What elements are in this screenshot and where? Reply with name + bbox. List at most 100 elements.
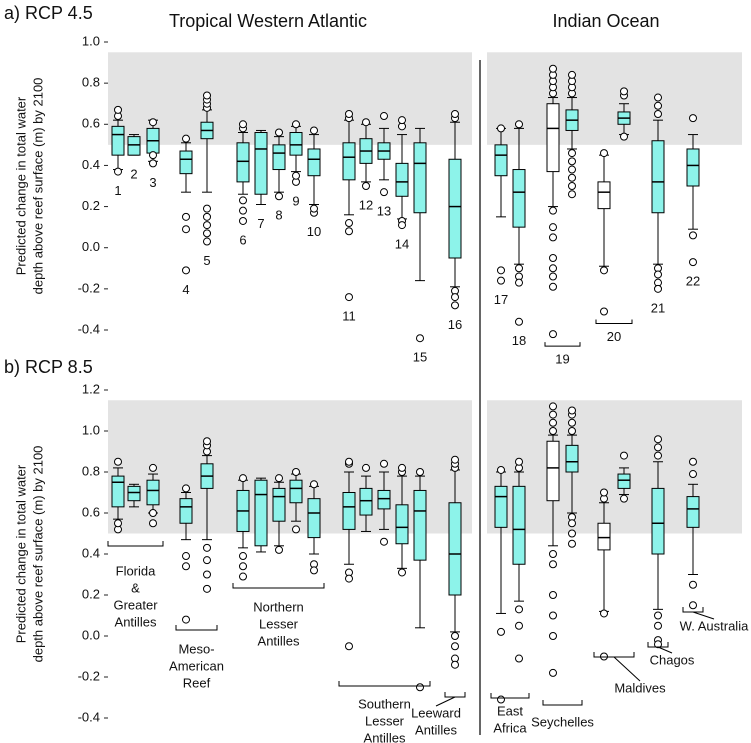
outlier	[203, 237, 211, 246]
outlier	[515, 605, 523, 614]
outlier	[568, 149, 576, 158]
outlier	[451, 301, 459, 310]
outlier	[310, 204, 318, 213]
outlier	[239, 474, 247, 483]
outlier	[515, 120, 523, 129]
outlier	[600, 609, 608, 618]
outlier	[239, 562, 247, 571]
y-tick-label: 1.0	[82, 33, 100, 48]
outlier	[310, 480, 318, 489]
outlier	[654, 611, 662, 620]
outlier	[549, 668, 557, 677]
group-label: Antilles	[258, 633, 300, 648]
outlier	[568, 406, 576, 415]
outlier	[497, 695, 505, 704]
outlier	[515, 621, 523, 630]
outlier	[362, 463, 370, 472]
outlier	[310, 126, 318, 135]
outlier	[549, 632, 557, 640]
group-label: Reef	[183, 675, 211, 690]
box	[289, 479, 303, 504]
category-label: 2	[130, 167, 137, 182]
outlier	[380, 188, 388, 197]
outlier	[275, 128, 283, 137]
outlier	[380, 112, 388, 121]
outlier	[549, 264, 557, 273]
box	[377, 489, 391, 510]
y-tick-label: 0.8	[82, 75, 100, 90]
category-label: 9	[292, 193, 299, 208]
outlier	[275, 545, 283, 554]
bracket	[490, 693, 530, 699]
box	[494, 144, 508, 177]
box	[127, 136, 141, 156]
group-label: Florida	[116, 563, 157, 578]
box	[272, 487, 286, 522]
category-label: 8	[275, 208, 282, 223]
category-label: 11	[342, 309, 356, 324]
outlier	[203, 570, 211, 579]
outlier	[203, 543, 211, 552]
panel-label: b) RCP 8.5	[4, 357, 93, 377]
group-label: W. Australia	[680, 618, 749, 633]
box	[512, 169, 526, 228]
y-axis-label: depth above reef surface (m) by 2100	[30, 446, 45, 663]
panel-label: a) RCP 4.5	[4, 3, 93, 23]
outlier	[275, 474, 283, 483]
pointer	[657, 646, 673, 654]
outlier	[149, 509, 157, 517]
box	[289, 132, 303, 156]
outlier	[497, 627, 505, 636]
box	[686, 148, 700, 187]
outlier	[549, 611, 557, 620]
outlier	[689, 601, 697, 610]
bracket	[544, 342, 581, 347]
outlier	[568, 539, 576, 548]
outlier	[416, 334, 424, 343]
box	[111, 125, 125, 156]
bracket	[593, 652, 635, 658]
outlier	[568, 165, 576, 174]
group-label: Maldives	[614, 680, 666, 695]
group-label: Southern	[358, 696, 411, 711]
outlier	[549, 550, 557, 558]
outlier	[568, 519, 576, 528]
outlier	[203, 204, 211, 213]
box	[127, 485, 141, 502]
outlier	[239, 552, 247, 561]
outlier	[292, 468, 300, 476]
outlier	[654, 93, 662, 102]
outlier	[345, 574, 353, 583]
category-label: 14	[395, 237, 409, 252]
y-axis-label: depth above reef surface (m) by 2100	[30, 78, 45, 295]
y-axis-label: Predicted change in total water	[13, 96, 28, 275]
category-label: 1	[114, 183, 121, 198]
outlier	[182, 225, 190, 234]
outlier	[654, 621, 662, 630]
bracket	[542, 700, 583, 706]
outlier	[345, 110, 353, 118]
outlier	[310, 566, 318, 575]
bracket	[232, 583, 325, 589]
outlier	[497, 124, 505, 133]
category-label: 12	[359, 197, 373, 212]
outlier	[203, 556, 211, 565]
outlier	[292, 525, 300, 534]
outlier	[515, 457, 523, 466]
outlier	[182, 134, 190, 143]
box	[565, 444, 579, 473]
outlier	[549, 330, 557, 339]
outlier	[620, 494, 628, 503]
outlier	[654, 101, 662, 110]
outlier	[149, 151, 157, 160]
outlier	[239, 120, 247, 129]
outlier	[398, 221, 406, 230]
category-label: 7	[257, 216, 264, 231]
outlier	[497, 276, 505, 285]
group-label: Northern	[253, 599, 304, 614]
category-label: 22	[686, 274, 700, 289]
y-tick-label: -0.2	[78, 280, 100, 295]
outlier	[398, 116, 406, 125]
outlier	[549, 233, 557, 242]
group-label: Meso-	[178, 641, 214, 656]
